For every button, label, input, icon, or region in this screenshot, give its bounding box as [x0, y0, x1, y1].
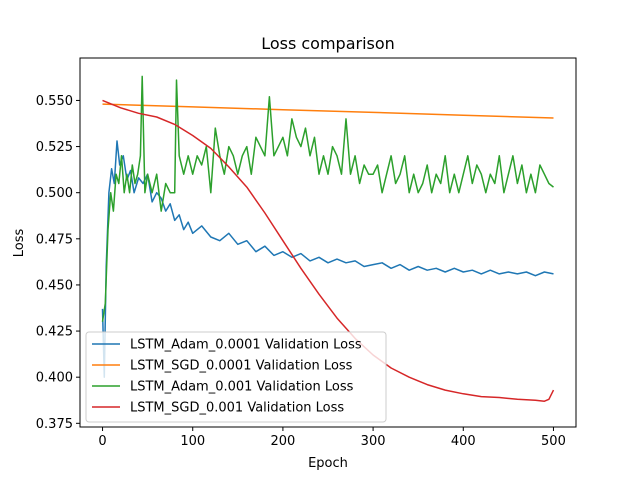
legend-label-2: LSTM_Adam_0.001 Validation Loss: [130, 380, 354, 395]
y-tick-label-6: 0.525: [36, 140, 73, 155]
y-axis-label: Loss: [12, 229, 27, 258]
y-tick-label-7: 0.550: [36, 94, 73, 109]
plot-series-group: [101, 75, 555, 402]
x-tick-label-4: 400: [451, 434, 476, 449]
y-tick-label-3: 0.450: [36, 278, 73, 293]
x-axis-ticks: 0 100 200 300 400 500: [98, 427, 566, 449]
x-tick-label-5: 500: [541, 434, 566, 449]
chart-title: Loss comparison: [261, 34, 395, 53]
legend-label-3: LSTM_SGD_0.001 Validation Loss: [130, 401, 344, 416]
series-line-3: [102, 99, 555, 402]
x-tick-label-0: 0: [98, 434, 106, 449]
x-tick-label-2: 200: [270, 434, 295, 449]
y-tick-label-1: 0.400: [36, 371, 73, 386]
y-tick-label-2: 0.425: [36, 325, 73, 340]
y-tick-label-4: 0.475: [36, 232, 73, 247]
x-tick-label-1: 100: [180, 434, 205, 449]
plot-frame: [79, 57, 577, 428]
legend-label-1: LSTM_SGD_0.0001 Validation Loss: [130, 359, 353, 374]
y-tick-label-5: 0.500: [36, 186, 73, 201]
x-tick-label-3: 300: [361, 434, 386, 449]
series-line-0: [101, 140, 554, 378]
series-line-2: [101, 75, 554, 322]
x-axis-label: Epoch: [308, 456, 348, 471]
y-axis-ticks: 0.375 0.400 0.425 0.450 0.475 0.500 0.525 0.550: [36, 94, 80, 432]
legend: LSTM_Adam_0.0001 Validation Loss LSTM_SGD…: [85, 331, 387, 423]
legend-label-0: LSTM_Adam_0.0001 Validation Loss: [130, 338, 362, 353]
legend-box: [85, 331, 387, 423]
y-tick-label-0: 0.375: [36, 417, 73, 432]
